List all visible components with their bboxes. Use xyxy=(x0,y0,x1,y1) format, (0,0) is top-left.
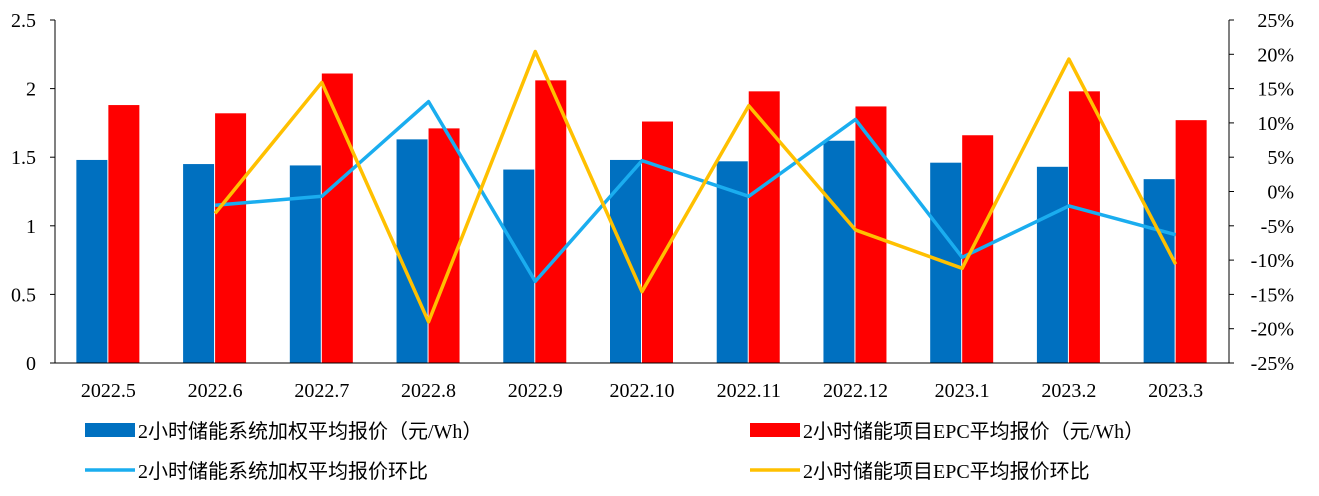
right-tick-label: -10% xyxy=(1251,250,1294,272)
right-tick-label: -25% xyxy=(1251,353,1294,375)
legend-label: 2小时储能系统加权平均报价环比 xyxy=(138,460,428,483)
left-tick-label: 2.5 xyxy=(11,10,36,32)
x-tick-label: 2022.8 xyxy=(401,380,456,402)
right-tick-label: 25% xyxy=(1257,10,1294,32)
system-price-bar-2023.2 xyxy=(1037,167,1068,363)
system-price-bar-2023.3 xyxy=(1144,179,1175,363)
left-tick-label: 0.5 xyxy=(11,284,36,306)
system-price-bar-2022.12 xyxy=(823,141,854,363)
system-price-bar-2022.6 xyxy=(183,164,214,363)
x-tick-label: 2022.6 xyxy=(188,380,243,402)
bars-layer xyxy=(76,74,1206,363)
legend-swatch xyxy=(85,423,135,437)
right-tick-label: 5% xyxy=(1267,147,1294,169)
x-tick-label: 2022.10 xyxy=(610,380,675,402)
legend-label: 2小时储能系统加权平均报价（元/Wh） xyxy=(138,420,482,443)
epc-price-bar-2022.9 xyxy=(535,80,566,363)
right-tick-label: -15% xyxy=(1251,284,1294,306)
system-price-bar-2022.8 xyxy=(397,139,428,363)
right-tick-label: 0% xyxy=(1267,182,1294,204)
epc-price-bar-2023.2 xyxy=(1069,91,1100,363)
x-tick-label: 2022.7 xyxy=(294,380,349,402)
x-tick-label: 2022.9 xyxy=(508,380,563,402)
right-tick-label: -5% xyxy=(1261,216,1294,238)
left-tick-label: 1 xyxy=(26,216,36,238)
lines-layer xyxy=(215,51,1176,321)
left-tick-label: 2 xyxy=(26,79,36,101)
x-tick-label: 2023.3 xyxy=(1148,380,1203,402)
x-tick-label: 2022.12 xyxy=(823,380,888,402)
epc-price-bar-2022.11 xyxy=(749,91,780,363)
left-tick-label: 0 xyxy=(26,353,36,375)
legend-label: 2小时储能项目EPC平均报价环比 xyxy=(803,460,1090,483)
epc-price-bar-2022.6 xyxy=(215,113,246,363)
legend: 2小时储能系统加权平均报价（元/Wh） 2小时储能项目EPC平均报价（元/Wh） 2… xyxy=(85,420,1144,483)
right-tick-label: 15% xyxy=(1257,79,1294,101)
epc-price-bar-2023.3 xyxy=(1176,120,1207,363)
system-price-bar-2022.9 xyxy=(503,170,534,363)
epc-mom-line xyxy=(215,52,1176,322)
right-tick-label: 10% xyxy=(1257,113,1294,135)
x-tick-label: 2023.1 xyxy=(935,380,990,402)
right-tick-label: -20% xyxy=(1251,319,1294,341)
legend-label: 2小时储能项目EPC平均报价（元/Wh） xyxy=(803,420,1144,443)
system-price-bar-2022.5 xyxy=(76,160,107,363)
x-tick-label: 2023.2 xyxy=(1041,380,1096,402)
legend-swatch xyxy=(750,423,800,437)
left-tick-label: 1.5 xyxy=(11,147,36,169)
right-tick-label: 20% xyxy=(1257,44,1294,66)
x-tick-label: 2022.5 xyxy=(81,380,136,402)
x-tick-label: 2022.11 xyxy=(717,380,781,402)
epc-price-bar-2022.8 xyxy=(429,128,460,363)
epc-price-bar-2022.5 xyxy=(108,105,139,363)
